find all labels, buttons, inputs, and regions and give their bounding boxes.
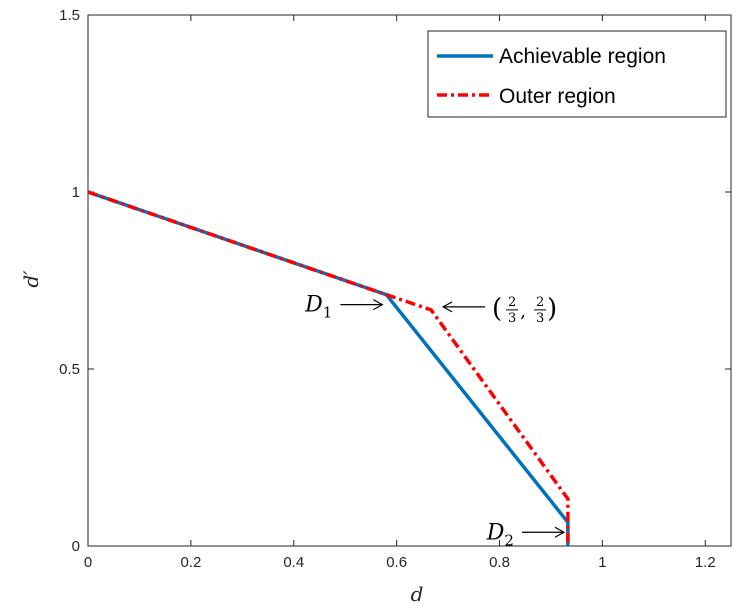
svg-text:(: ( [492,294,502,324]
arrow-head [373,299,384,311]
series-layer [88,190,570,546]
y-tick-label: 0.5 [59,361,80,378]
svg-text:3: 3 [536,311,544,326]
x-tick-label: 0 [84,554,92,571]
y-tick-label: 1 [72,184,80,201]
svg-text:3: 3 [508,311,516,326]
x-tick-label: 1.2 [695,554,716,571]
x-tick-label: 0.8 [489,554,510,571]
legend-label-outer: Outer region [499,85,616,108]
svg-text:2: 2 [536,295,544,310]
legend-label-achievable: Achievable region [499,45,666,68]
arrow-head [441,301,453,313]
y-axis-title: d′ [19,270,43,288]
svg-text:,: , [520,301,526,322]
y-tick-label: 1.5 [59,7,80,24]
x-tick-label: 1 [598,554,606,571]
series-line-outer [88,190,570,546]
annotation-frac: (23, 23) [492,294,557,326]
x-tick-label: 0.6 [386,554,407,571]
arrow-head [554,526,566,538]
y-tick-label: 0 [72,538,80,555]
svg-text:): ) [547,294,557,324]
legend: Achievable region Outer region [427,30,727,118]
y-axis: 0 0.5 1 1.5 [59,7,731,555]
svg-text:2: 2 [508,295,516,310]
x-axis: 0 0.2 0.4 0.6 0.8 1 1.2 [84,15,716,571]
x-tick-label: 0.2 [180,554,201,571]
annotation-d1: D1 [304,293,332,322]
x-tick-label: 0.4 [283,554,304,571]
x-axis-title: d [411,582,424,606]
legend-box [427,30,727,118]
annotation-d2: D2 [486,520,514,549]
